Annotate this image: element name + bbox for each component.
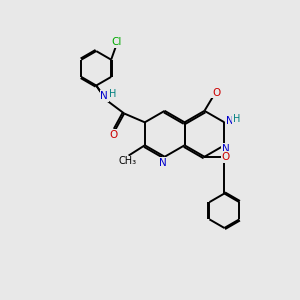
Text: N: N	[226, 116, 233, 126]
Text: O: O	[212, 88, 220, 98]
Text: O: O	[222, 152, 230, 162]
Text: Cl: Cl	[112, 37, 122, 47]
Text: H: H	[109, 89, 117, 99]
Text: CH₃: CH₃	[118, 157, 136, 166]
Text: N: N	[100, 91, 108, 101]
Text: N: N	[159, 158, 167, 168]
Text: O: O	[109, 130, 117, 140]
Text: N: N	[222, 144, 230, 154]
Text: H: H	[233, 114, 240, 124]
